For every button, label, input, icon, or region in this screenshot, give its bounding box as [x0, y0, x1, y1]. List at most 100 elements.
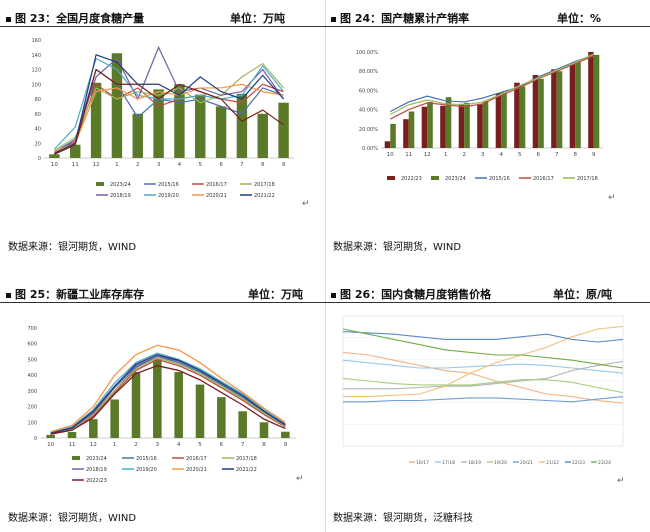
- bar: [278, 102, 289, 158]
- y-tick-label: 80: [35, 97, 41, 103]
- y-tick-label: 20.00%: [359, 127, 378, 133]
- legend-label: 2019/20: [136, 467, 157, 473]
- legend-swatch: [96, 182, 104, 186]
- bar: [90, 82, 102, 158]
- bar: [551, 69, 557, 148]
- x-tick-label: 5: [518, 152, 522, 158]
- y-tick-label: 600: [27, 342, 37, 348]
- x-tick-label: 1: [113, 442, 117, 448]
- bar: [131, 372, 141, 438]
- series-line: [343, 396, 624, 403]
- y-tick-label: 120: [31, 68, 41, 74]
- legend-label: 2020/21: [186, 467, 207, 473]
- x-tick-label: 12: [424, 152, 431, 158]
- legend-label: 2018/19: [86, 467, 107, 473]
- x-tick-label: 9: [284, 442, 288, 448]
- bar: [458, 103, 465, 148]
- x-tick-label: 12: [90, 442, 97, 448]
- bar: [445, 97, 452, 148]
- bar: [403, 119, 409, 148]
- legend-label: 19/20: [494, 460, 507, 466]
- paragraph-mark: ↵: [296, 474, 304, 484]
- y-tick-label: 60.00%: [359, 88, 378, 94]
- legend-label: 21/22: [546, 460, 559, 466]
- y-tick-label: 40.00%: [359, 108, 378, 114]
- x-tick-label: 4: [500, 152, 504, 158]
- bar: [110, 399, 119, 438]
- y-tick-label: 400: [27, 373, 37, 379]
- legend-swatch: [387, 176, 395, 180]
- series-line: [54, 83, 284, 152]
- legend-label: 2016/17: [186, 456, 207, 462]
- bar: [49, 154, 60, 158]
- series-line: [389, 53, 595, 115]
- series-line: [389, 55, 594, 120]
- y-tick-label: 700: [27, 326, 37, 332]
- legend-label: 2021/22: [236, 467, 257, 473]
- series-line: [342, 331, 624, 343]
- x-tick-label: 6: [537, 152, 541, 158]
- legend-label: 2016/17: [533, 176, 554, 182]
- series-line: [54, 45, 285, 155]
- y-tick-label: 160: [31, 38, 41, 44]
- y-tick-label: 40: [35, 127, 41, 133]
- legend-label: 2017/18: [577, 176, 598, 182]
- bar: [259, 422, 269, 438]
- x-tick-label: 8: [262, 442, 266, 448]
- source-note: 数据来源：银河期货，泛糖科技: [333, 513, 473, 524]
- y-tick-label: 80.00%: [359, 69, 378, 75]
- series-line: [342, 377, 624, 394]
- paragraph-mark: ↵: [617, 476, 625, 486]
- bar: [482, 100, 489, 148]
- bar: [238, 411, 247, 438]
- x-tick-label: 4: [178, 162, 182, 168]
- legend-label: 2017/18: [236, 456, 257, 462]
- chart-title: 图 26：国内食糖月度销售价格: [340, 288, 492, 301]
- series-line: [343, 325, 624, 398]
- chart-header: 图 24：国产糖累计产销率 单位：%: [325, 6, 650, 27]
- legend-label: 2021/22: [254, 193, 275, 199]
- legend-swatch: [72, 456, 80, 460]
- y-tick-label: 500: [27, 357, 37, 363]
- series-line: [389, 54, 594, 113]
- bar: [67, 432, 77, 438]
- y-tick-label: 100: [27, 420, 37, 426]
- y-tick-label: 0: [34, 436, 37, 442]
- panel-cumulative-ratio: 图 24：国产糖累计产销率 单位：% 0.00% 20.00% 40.00% 60.0…: [325, 0, 650, 266]
- y-tick-label: 100: [31, 82, 41, 88]
- legend-label: 22/23: [572, 460, 585, 466]
- source-note: 数据来源：银河期货，WIND: [8, 513, 137, 524]
- bar: [464, 102, 470, 148]
- panel-xinjiang-inventory: 图 25：新疆工业库存库存 单位：万吨 0 100 200 300 400 500 600 7…: [0, 276, 325, 532]
- source-note: 数据来源：银河期货，WIND: [8, 242, 137, 253]
- legend-label: 23/24: [598, 460, 611, 466]
- legend-label: 2022/23: [86, 478, 107, 484]
- y-tick-label: 0.00%: [362, 146, 378, 152]
- x-tick-label: 8: [574, 152, 578, 158]
- x-tick-label: 9: [592, 152, 596, 158]
- bar: [477, 103, 483, 148]
- x-tick-label: 9: [282, 162, 286, 168]
- legend-label: 2020/21: [206, 193, 227, 199]
- series-line: [54, 53, 285, 155]
- bar: [195, 384, 205, 438]
- y-tick-label: 20: [35, 141, 41, 147]
- bar: [195, 94, 206, 158]
- panel-divider: [325, 0, 326, 532]
- x-tick-label: 3: [481, 152, 485, 158]
- series-line: [342, 359, 624, 374]
- x-tick-label: 8: [261, 162, 265, 168]
- bar: [519, 86, 526, 148]
- bar: [174, 372, 183, 438]
- legend-label: 2017/18: [254, 182, 275, 188]
- bar: [132, 113, 143, 158]
- x-tick-label: 2: [136, 162, 140, 168]
- panel-monthly-production: 图 23：全国月度食糖产量 单位：万吨 0 20 40 60 80 100 120 140 16…: [0, 0, 325, 266]
- series-line: [54, 83, 284, 154]
- legend-label: 2022/23: [401, 176, 422, 182]
- y-tick-label: 300: [27, 389, 37, 395]
- x-tick-label: 11: [69, 442, 76, 448]
- source-note: 数据来源：银河期货，WIND: [333, 242, 462, 253]
- bar: [89, 419, 98, 438]
